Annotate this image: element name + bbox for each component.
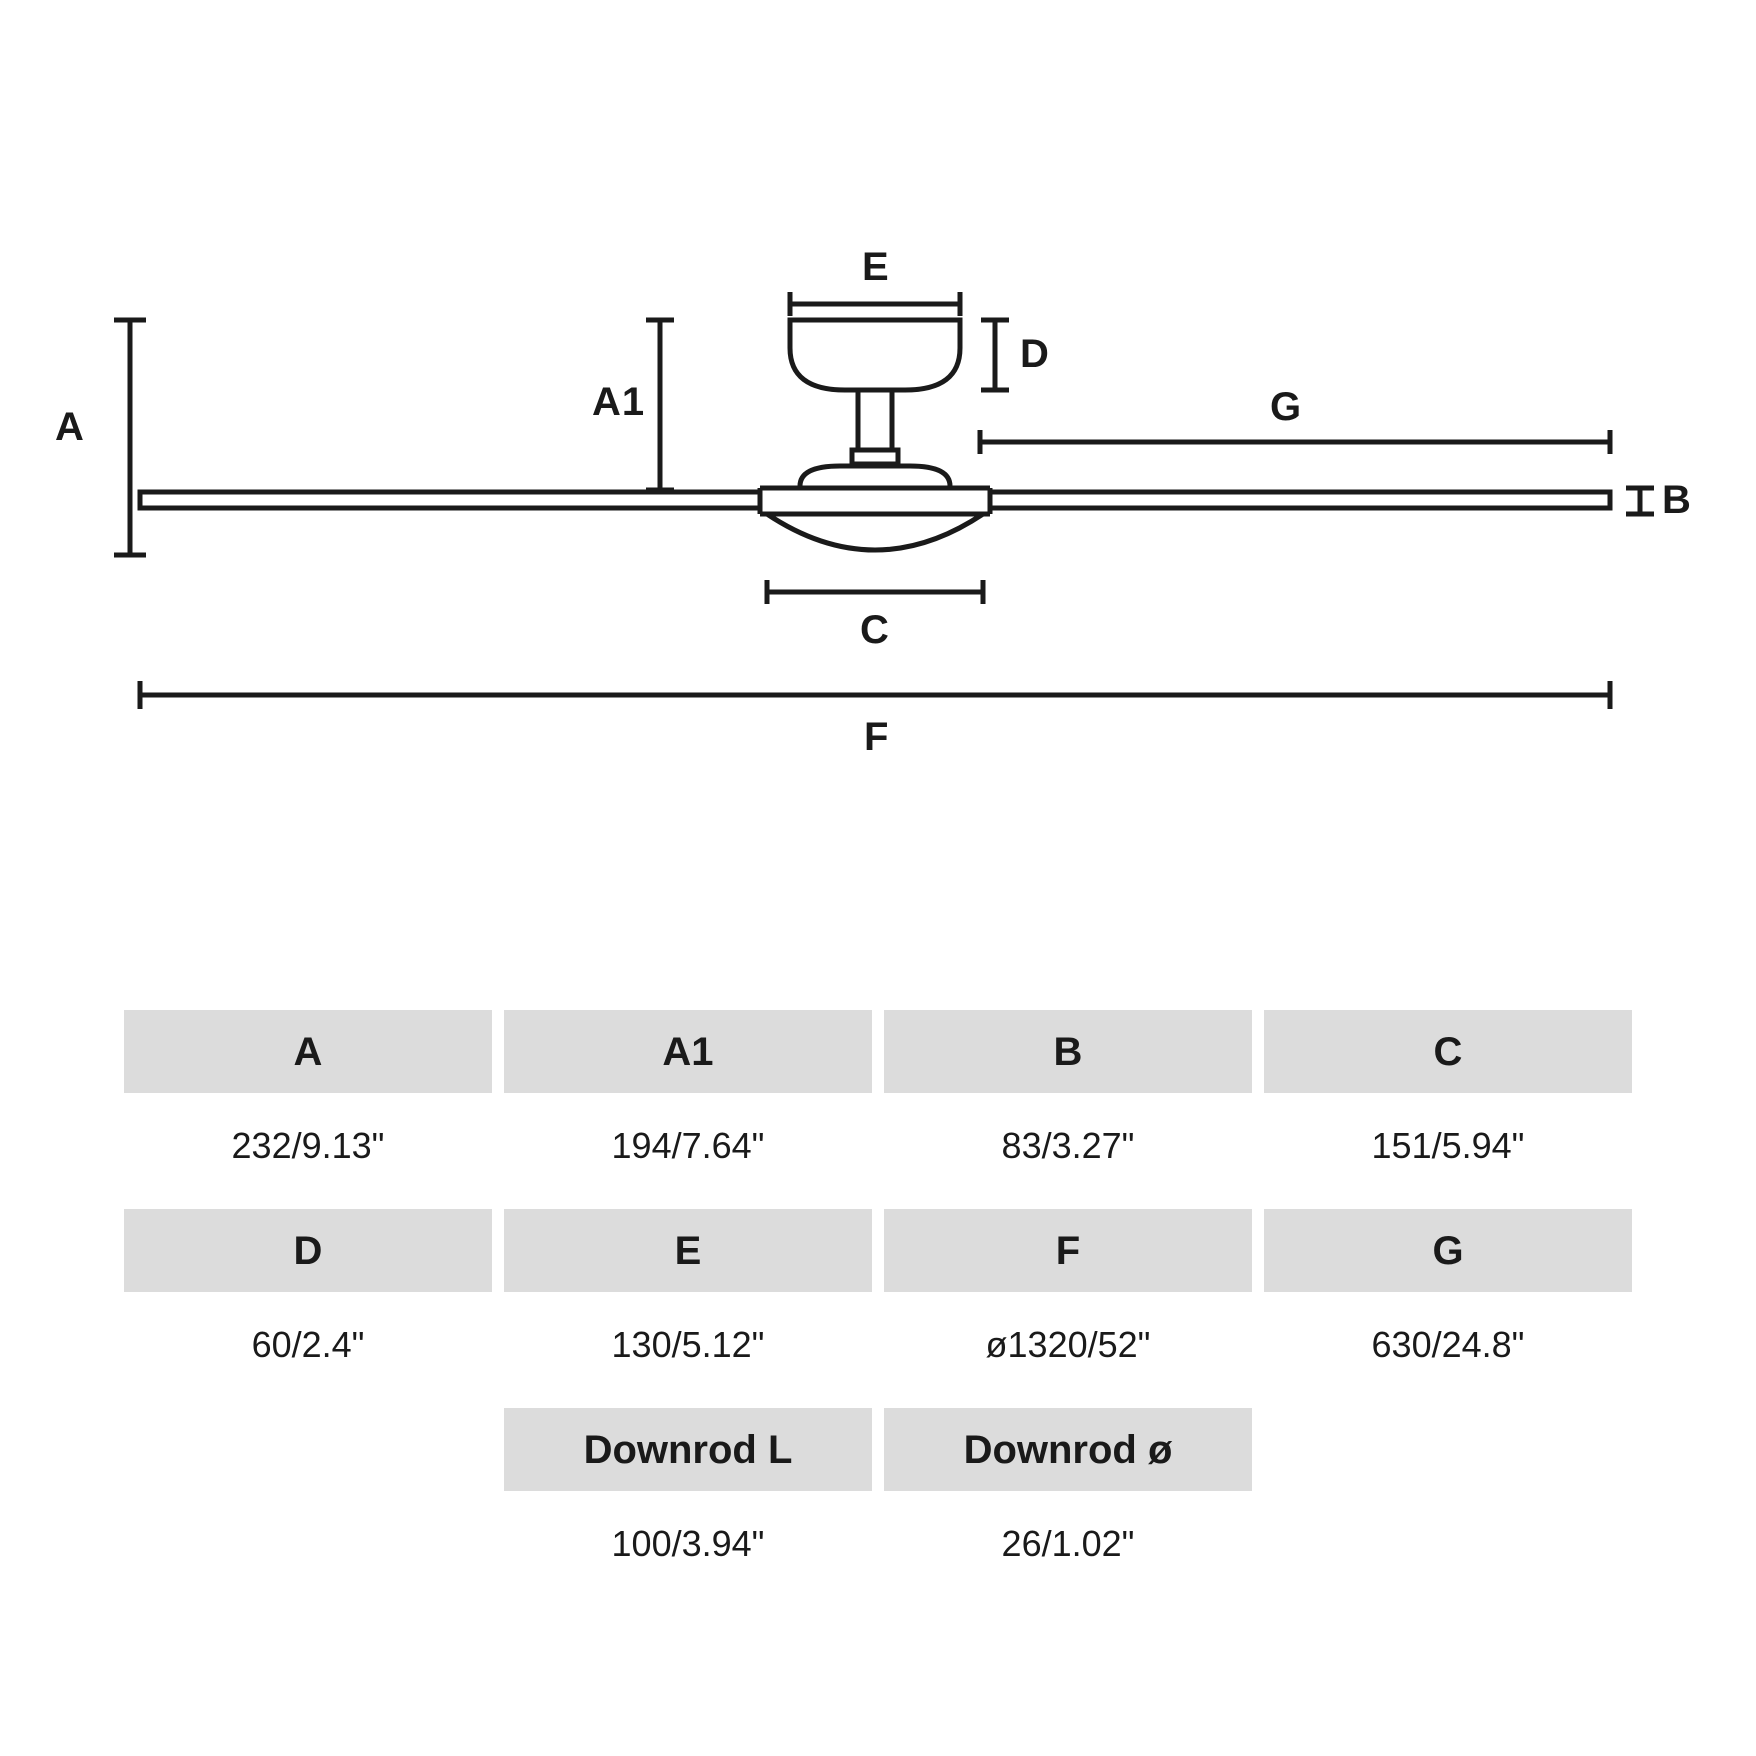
col-head: E	[504, 1209, 872, 1292]
page-root: A A1 B C D E F G A A1 B C 232/9.13" 194/…	[0, 0, 1756, 1756]
label-E: E	[862, 245, 890, 290]
table-row: 232/9.13" 194/7.64" 83/3.27" 151/5.94"	[120, 1105, 1636, 1197]
dim-D-bar	[981, 320, 1009, 390]
label-A1: A1	[592, 380, 645, 425]
table-row: 100/3.94" 26/1.02"	[120, 1503, 1636, 1595]
dim-G-bar	[980, 430, 1610, 454]
col-val: 232/9.13"	[124, 1105, 492, 1197]
col-head: B	[884, 1010, 1252, 1093]
fan-motor-cap	[800, 466, 950, 486]
label-B: B	[1662, 478, 1692, 523]
dim-A1-bar	[646, 320, 674, 490]
label-F: F	[864, 715, 889, 760]
col-head: Downrod ø	[884, 1408, 1252, 1491]
col-val: 630/24.8"	[1264, 1304, 1632, 1396]
fan-blades	[140, 492, 1610, 508]
dim-C-bar	[767, 580, 983, 604]
col-head: A	[124, 1010, 492, 1093]
table-row: 60/2.4" 130/5.12" ø1320/52" 630/24.8"	[120, 1304, 1636, 1396]
table-row: A A1 B C	[120, 1010, 1636, 1093]
dim-B-bar	[1626, 488, 1654, 514]
dim-E-bar	[790, 292, 960, 316]
dim-A-bar	[114, 320, 146, 555]
spec-table: A A1 B C 232/9.13" 194/7.64" 83/3.27" 15…	[120, 1010, 1636, 1607]
label-C: C	[860, 608, 890, 653]
col-head: A1	[504, 1010, 872, 1093]
col-val: 83/3.27"	[884, 1105, 1252, 1197]
table-row: Downrod L Downrod ø	[120, 1408, 1636, 1491]
label-D: D	[1020, 332, 1050, 377]
col-head: D	[124, 1209, 492, 1292]
col-val: 100/3.94"	[504, 1503, 872, 1595]
col-val: 130/5.12"	[504, 1304, 872, 1396]
fan-motor-body	[760, 488, 990, 550]
col-val: 26/1.02"	[884, 1503, 1252, 1595]
col-val: ø1320/52"	[884, 1304, 1252, 1396]
dim-F-bar	[140, 681, 1610, 709]
fan-downrod	[852, 390, 898, 464]
col-val: 60/2.4"	[124, 1304, 492, 1396]
col-val: 151/5.94"	[1264, 1105, 1632, 1197]
col-head: C	[1264, 1010, 1632, 1093]
col-head: F	[884, 1209, 1252, 1292]
col-val: 194/7.64"	[504, 1105, 872, 1197]
fan-dimension-diagram: A A1 B C D E F G	[100, 290, 1656, 810]
fan-canopy	[790, 320, 960, 390]
label-A: A	[55, 405, 85, 450]
label-G: G	[1270, 385, 1302, 430]
table-row: D E F G	[120, 1209, 1636, 1292]
col-head: G	[1264, 1209, 1632, 1292]
col-head: Downrod L	[504, 1408, 872, 1491]
